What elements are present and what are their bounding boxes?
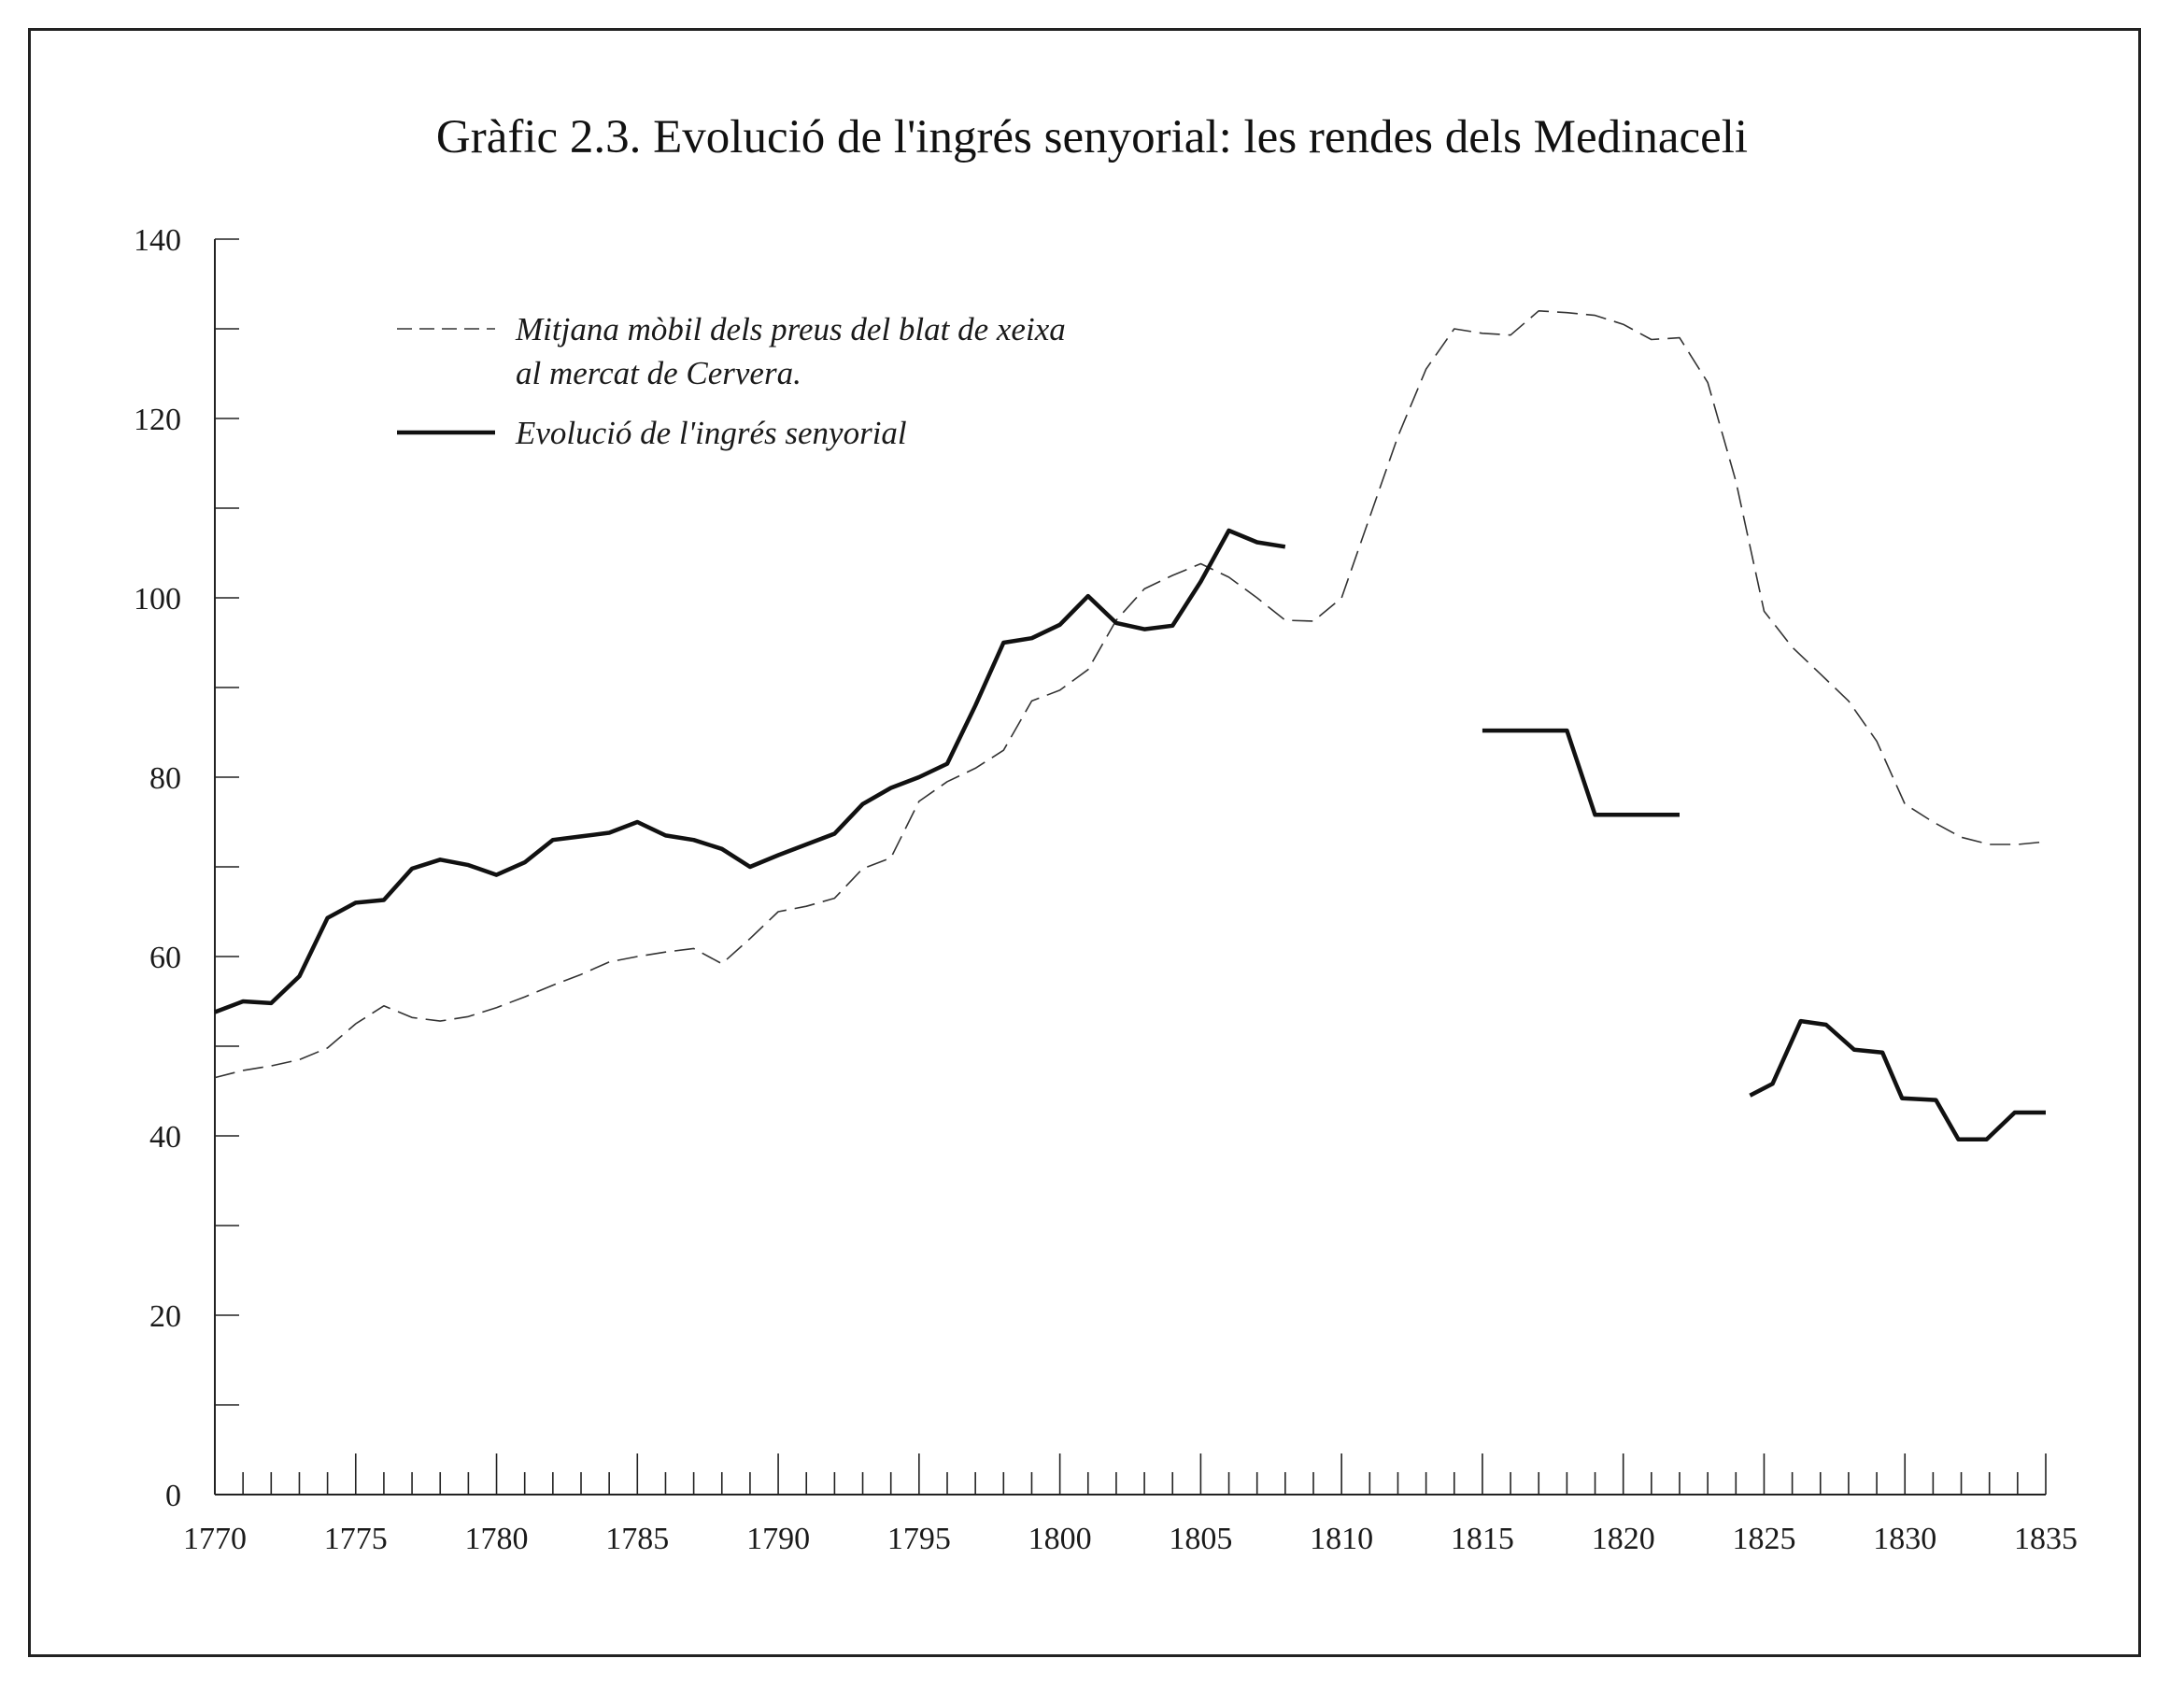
x-tick-label: 1805 <box>1169 1522 1232 1556</box>
y-tick-label: 80 <box>149 761 181 796</box>
y-tick-label: 60 <box>149 941 181 975</box>
legend-label: Evolució de l'ingrés senyorial <box>515 415 907 451</box>
y-tick-label: 120 <box>134 403 181 437</box>
series-line-solid <box>214 528 1286 1014</box>
x-tick-label: 1795 <box>887 1522 951 1556</box>
y-axis-ticks: 0 20 40 60 80 100 120 140 <box>134 223 239 1513</box>
x-tick-label: 1790 <box>746 1522 810 1556</box>
x-tick-label: 1780 <box>465 1522 529 1556</box>
legend-label: Mitjana mòbil dels preus del blat de xei… <box>515 311 1066 347</box>
y-tick-label: 0 <box>165 1479 181 1513</box>
x-tick-label: 1830 <box>1873 1522 1936 1556</box>
series-line-dashed <box>214 310 2047 1079</box>
y-tick-label: 20 <box>149 1299 181 1334</box>
x-tick-label: 1810 <box>1310 1522 1373 1556</box>
x-axis-ticks: 1770 1775 1780 1785 1790 1795 1800 1805 1810 1815… <box>183 1453 2078 1556</box>
x-tick-label: 1775 <box>324 1522 388 1556</box>
series-layer <box>214 310 2047 1142</box>
y-tick-label: 140 <box>134 223 181 258</box>
y-tick-label: 100 <box>134 582 181 617</box>
x-tick-label: 1815 <box>1451 1522 1514 1556</box>
x-tick-label: 1785 <box>605 1522 669 1556</box>
series-seigneurial-income <box>214 528 2046 1142</box>
series-line-solid <box>1482 728 1680 817</box>
x-tick-label: 1825 <box>1732 1522 1795 1556</box>
x-tick-label: 1820 <box>1592 1522 1655 1556</box>
chart-frame <box>28 28 2141 1657</box>
chart-axes <box>214 239 2046 1496</box>
legend-label: al mercat de Cervera. <box>516 355 801 391</box>
chart-title: Gràfic 2.3. Evolució de l'ingrés senyori… <box>435 111 1749 163</box>
chart-legend: Mitjana mòbil dels preus del blat de xei… <box>397 311 1066 451</box>
x-tick-label: 1835 <box>2014 1522 2078 1556</box>
y-tick-label: 40 <box>149 1120 181 1155</box>
series-wheat-price <box>214 310 2047 1079</box>
series-line-solid <box>1749 1018 2046 1142</box>
x-tick-label: 1770 <box>183 1522 247 1556</box>
x-tick-label: 1800 <box>1028 1522 1092 1556</box>
